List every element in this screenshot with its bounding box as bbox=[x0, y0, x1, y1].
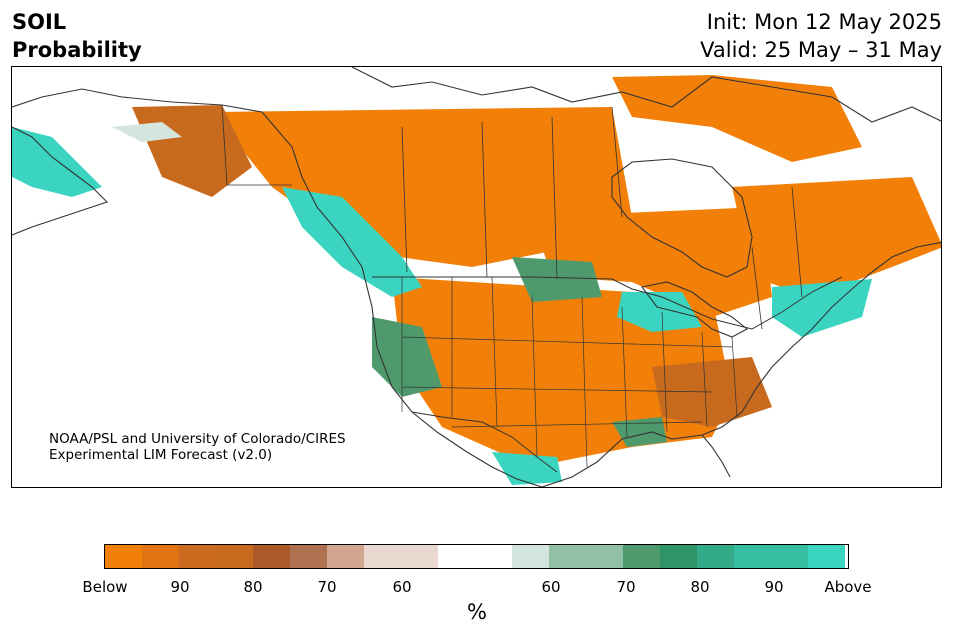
probability-region bbox=[372, 317, 442, 397]
coastline-west bbox=[12, 88, 543, 487]
arctic-islands bbox=[351, 67, 941, 123]
colorbar-segment bbox=[290, 545, 327, 568]
map-title: SOIL Probability bbox=[12, 8, 142, 64]
colorbar-tick-label: Below bbox=[82, 578, 128, 596]
colorbar-tick-label: 80 bbox=[690, 578, 710, 596]
valid-range: Valid: 25 May – 31 May bbox=[700, 38, 942, 62]
hudson-bay bbox=[611, 158, 753, 278]
us-mexico-border bbox=[411, 411, 558, 473]
product-label: Probability bbox=[12, 38, 142, 62]
probability-region bbox=[612, 75, 862, 162]
colorbar-tick-label: 60 bbox=[541, 578, 561, 596]
colorbar-tick-label: 70 bbox=[317, 578, 337, 596]
credit-line-1: NOAA/PSL and University of Colorado/CIRE… bbox=[49, 431, 346, 447]
colorbar-tick-labels: Below 90 80 70 60 60 70 80 90 Above bbox=[0, 578, 954, 598]
colorbar-tick-label: 70 bbox=[616, 578, 636, 596]
probability-region bbox=[612, 417, 667, 447]
colorbar-segment bbox=[697, 545, 734, 568]
colorbar-segment bbox=[179, 545, 216, 568]
probability-region bbox=[732, 177, 941, 297]
colorbar-segment bbox=[660, 545, 697, 568]
colorbar-segment bbox=[105, 545, 142, 568]
probability-region bbox=[212, 107, 632, 267]
canada-us-border bbox=[372, 276, 843, 330]
colorbar-segment bbox=[438, 545, 512, 568]
probability-region bbox=[512, 257, 602, 302]
colorbar-segment bbox=[253, 545, 290, 568]
colorbar-segment bbox=[808, 545, 845, 568]
colorbar-segment bbox=[734, 545, 808, 568]
boundary-lines bbox=[12, 67, 941, 487]
map-canvas bbox=[12, 67, 941, 487]
probability-fields bbox=[12, 75, 941, 485]
colorbar-tick-label: 60 bbox=[392, 578, 412, 596]
probability-region bbox=[772, 279, 872, 337]
probability-region bbox=[282, 187, 422, 297]
great-lakes bbox=[641, 281, 748, 338]
colorbar-segment bbox=[327, 545, 364, 568]
province-lines bbox=[221, 104, 803, 330]
forecast-dates: Init: Mon 12 May 2025 Valid: 25 May – 31… bbox=[700, 8, 942, 64]
colorbar-segment bbox=[142, 545, 179, 568]
state-lines bbox=[401, 276, 738, 468]
colorbar-tick-label: Above bbox=[824, 578, 872, 596]
colorbar-tick-label: 90 bbox=[170, 578, 190, 596]
florida bbox=[701, 434, 731, 478]
probability-region bbox=[617, 292, 702, 332]
variable-label: SOIL bbox=[12, 10, 67, 34]
colorbar-segment bbox=[549, 545, 623, 568]
credit-text: NOAA/PSL and University of Colorado/CIRE… bbox=[49, 431, 346, 463]
colorbar-segment bbox=[512, 545, 549, 568]
probability-region bbox=[492, 452, 562, 485]
probability-region bbox=[532, 207, 772, 317]
probability-region bbox=[12, 127, 102, 197]
colorbar-tick-label: 80 bbox=[243, 578, 263, 596]
init-date: Init: Mon 12 May 2025 bbox=[706, 10, 942, 34]
probability-region bbox=[112, 122, 182, 142]
coastline-east bbox=[871, 241, 941, 273]
probability-colorbar bbox=[104, 544, 849, 569]
colorbar-segment bbox=[623, 545, 660, 568]
colorbar-tick-label: 90 bbox=[764, 578, 784, 596]
colorbar-segment bbox=[216, 545, 253, 568]
forecast-map bbox=[11, 66, 942, 488]
colorbar-segment bbox=[364, 545, 438, 568]
coastline-gulf bbox=[541, 271, 873, 487]
colorbar-unit: % bbox=[467, 600, 487, 624]
credit-line-2: Experimental LIM Forecast (v2.0) bbox=[49, 447, 273, 463]
coastline-alaska bbox=[12, 126, 109, 236]
